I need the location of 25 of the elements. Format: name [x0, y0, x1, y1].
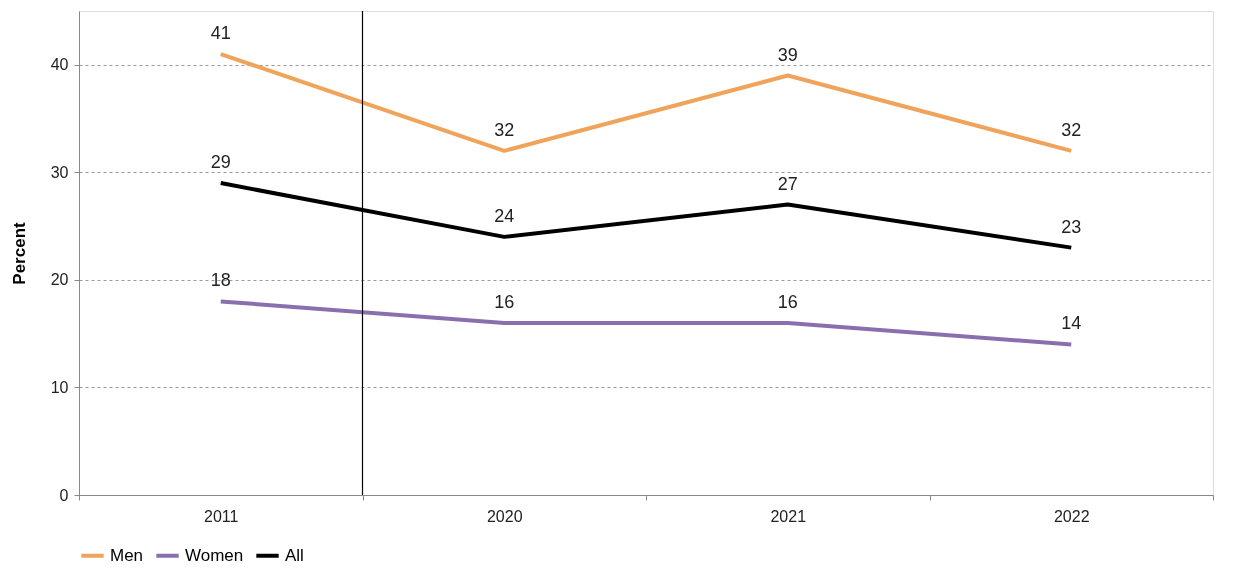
legend-label: Women: [185, 545, 244, 565]
y-axis-title: Percent: [9, 221, 29, 285]
legend-label: Men: [110, 545, 144, 565]
x-tick-label: 2011: [204, 507, 239, 525]
data-label: 14: [1061, 313, 1082, 334]
y-tick-label: 10: [50, 378, 69, 396]
x-tick-label: 2022: [1053, 507, 1090, 525]
y-tick-label: 0: [59, 486, 69, 504]
data-label: 23: [1061, 216, 1082, 237]
data-label: 16: [494, 291, 515, 312]
x-tick-label: 2021: [770, 507, 807, 525]
data-label: 16: [777, 291, 798, 312]
y-tick-label: 30: [50, 163, 69, 181]
data-label: 32: [1061, 119, 1082, 140]
data-label: 39: [777, 44, 798, 65]
y-tick-label: 20: [50, 271, 69, 289]
data-label: 29: [210, 152, 231, 173]
data-label: 24: [494, 205, 515, 226]
data-label: 32: [494, 119, 515, 140]
x-tick-label: 2020: [486, 507, 523, 525]
data-label: 18: [210, 270, 231, 291]
y-tick-label: 40: [50, 56, 69, 74]
data-label: 41: [210, 23, 231, 44]
data-label: 27: [777, 173, 798, 194]
legend-label: All: [285, 545, 304, 565]
